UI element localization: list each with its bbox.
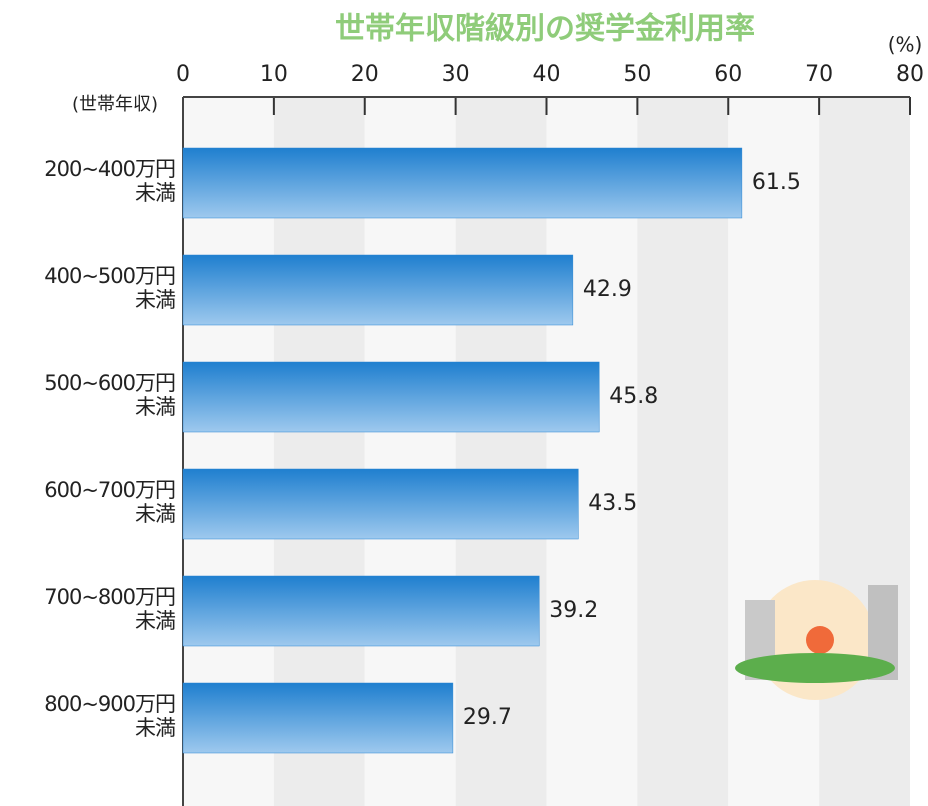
y-tick-label: 800~900万円 未満	[44, 692, 175, 740]
x-unit: (%)	[888, 33, 923, 57]
x-tick-label: 80	[896, 62, 924, 87]
value-label: 61.5	[752, 170, 801, 195]
bar	[183, 683, 453, 753]
x-tick-label: 50	[623, 62, 651, 87]
y-tick-label: 400~500万円 未満	[44, 264, 175, 312]
y-tick-label: 200~400万円 未満	[44, 157, 175, 205]
x-tick-label: 40	[533, 62, 561, 87]
y-axis-label: (世帯年収)	[72, 94, 158, 115]
y-tick-label: 700~800万円 未満	[44, 585, 175, 633]
bar	[183, 148, 742, 218]
bar	[183, 362, 599, 432]
x-tick-label: 20	[351, 62, 379, 87]
grid-band	[819, 97, 910, 806]
bar	[183, 576, 539, 646]
chart-root: 世帯年収階級別の奨学金利用率 (%) (世帯年収) 0 10 20 30 40 50 60 7…	[0, 0, 928, 806]
x-tick-label: 0	[176, 62, 190, 87]
x-tick-label: 60	[714, 62, 742, 87]
bar	[183, 255, 573, 325]
value-label: 42.9	[583, 277, 632, 302]
x-tick-label: 70	[805, 62, 833, 87]
x-tick-label: 30	[442, 62, 470, 87]
value-label: 29.7	[463, 705, 512, 730]
value-label: 39.2	[549, 598, 598, 623]
value-label: 43.5	[588, 491, 637, 516]
x-tick-label: 10	[260, 62, 288, 87]
value-label: 45.8	[609, 384, 658, 409]
bar	[183, 469, 578, 539]
y-tick-label: 500~600万円 未満	[44, 371, 175, 419]
chart-title: 世帯年収階級別の奨学金利用率	[335, 12, 755, 47]
y-tick-label: 600~700万円 未満	[44, 478, 175, 526]
